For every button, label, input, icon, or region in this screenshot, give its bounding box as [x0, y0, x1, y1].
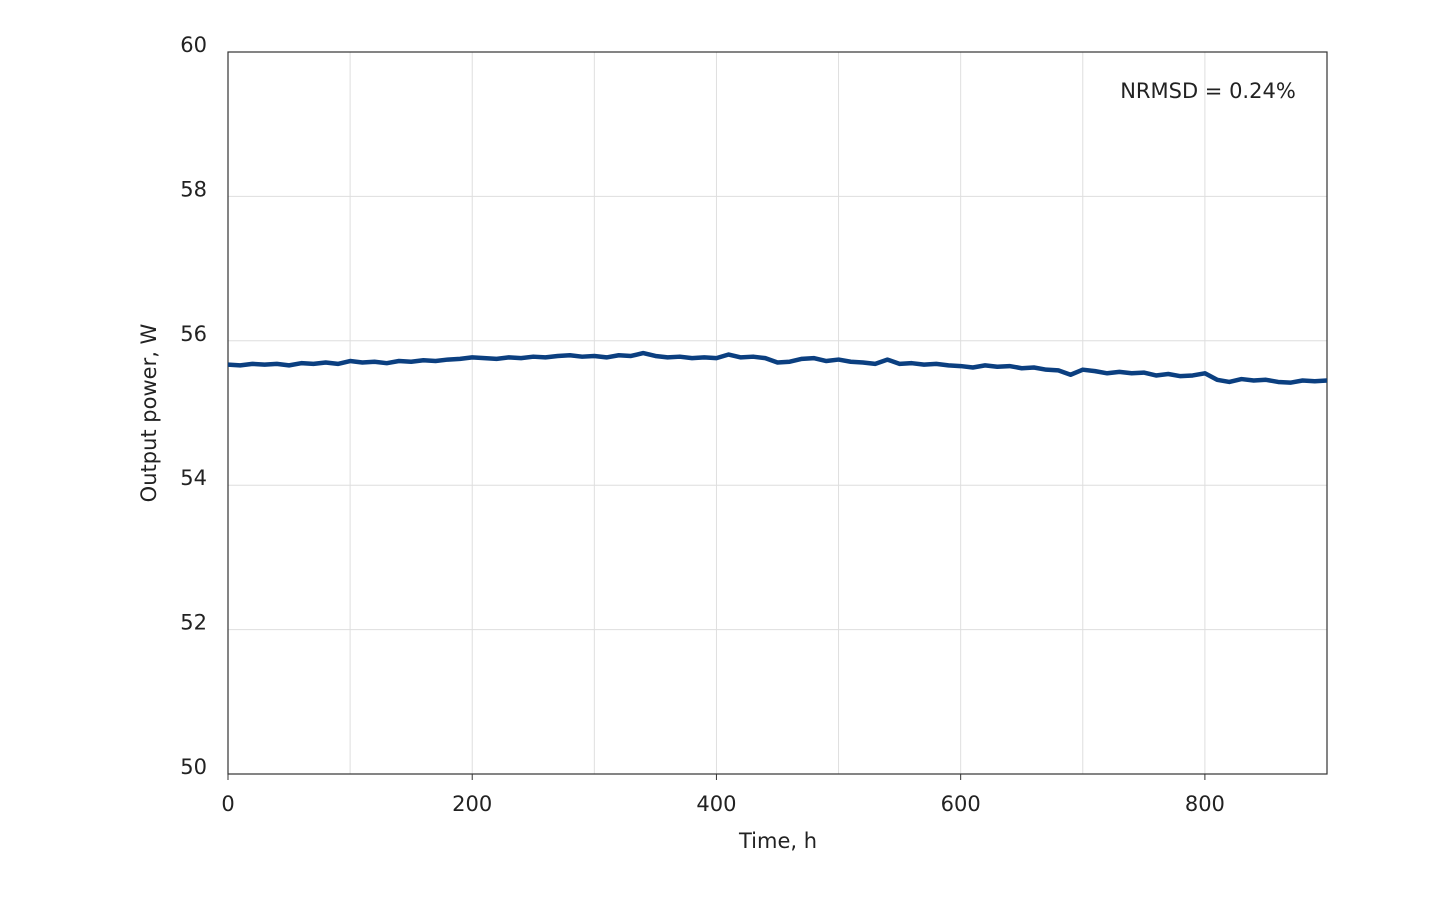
x-tick-label: 600 [941, 792, 981, 816]
y-tick-label: 50 [180, 755, 207, 779]
y-tick-label: 54 [180, 466, 207, 490]
plot-frame [227, 51, 1328, 775]
annotation: NRMSD = 0.24% [1120, 79, 1296, 103]
x-tick-label: 200 [452, 792, 492, 816]
y-tick-label: 56 [180, 322, 207, 346]
x-tick-label: 800 [1185, 792, 1225, 816]
data-line [227, 350, 1328, 385]
y-tick-label: 60 [180, 33, 207, 57]
x-axis-title: Time, h [738, 829, 817, 853]
x-tick-label: 0 [221, 792, 234, 816]
y-tick-label: 58 [180, 177, 207, 201]
y-axis-title: Output power, W [137, 323, 161, 502]
y-tick-label: 52 [180, 611, 207, 635]
x-tick-label: 400 [696, 792, 736, 816]
